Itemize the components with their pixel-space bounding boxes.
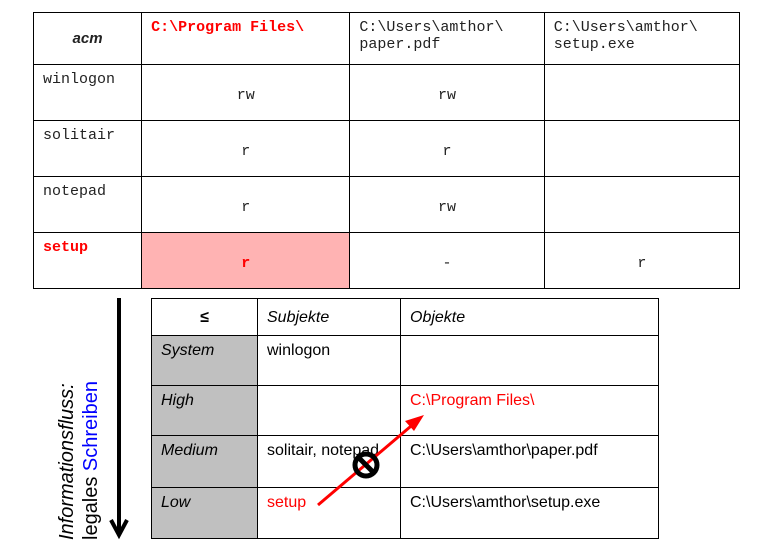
cell — [543, 176, 741, 233]
cell-highlighted: r — [141, 232, 351, 289]
level-low: Low — [151, 487, 258, 539]
security-levels-table: ≤ Subjekte Objekte System winlogon High C:\P… — [151, 298, 659, 539]
level-system: System — [151, 335, 258, 386]
write-flow-arrow-icon — [317, 415, 424, 507]
cell: r — [141, 120, 351, 177]
header-subjects: Subjekte — [257, 298, 401, 336]
level-high: High — [151, 385, 258, 436]
cell — [543, 120, 741, 177]
header-objects: Objekte — [400, 298, 659, 336]
down-arrow-icon — [109, 298, 129, 540]
header-setup-exe: C:\Users\amthor\ setup.exe — [543, 12, 741, 65]
objects-cell: C:\Program Files\ — [400, 385, 659, 436]
cell — [543, 64, 741, 121]
cell: r — [543, 232, 741, 289]
objects-cell — [400, 335, 659, 386]
header-program-files: C:\Program Files\ — [141, 12, 351, 65]
acm-corner: acm — [32, 12, 143, 65]
subjects-cell: winlogon — [257, 335, 401, 386]
access-control-matrix: acm C:\Program Files\ C:\Users\amthor\ p… — [32, 12, 741, 289]
subject-setup: setup — [32, 232, 143, 289]
objects-cell: C:\Users\amthor\setup.exe — [400, 487, 659, 539]
cell: - — [349, 232, 545, 289]
levels-corner: ≤ — [151, 298, 258, 336]
cell: rw — [349, 176, 545, 233]
cell: rw — [349, 64, 545, 121]
cell: rw — [141, 64, 351, 121]
subject-winlogon: winlogon — [32, 64, 143, 121]
prohibited-icon — [352, 451, 380, 479]
cell: r — [141, 176, 351, 233]
